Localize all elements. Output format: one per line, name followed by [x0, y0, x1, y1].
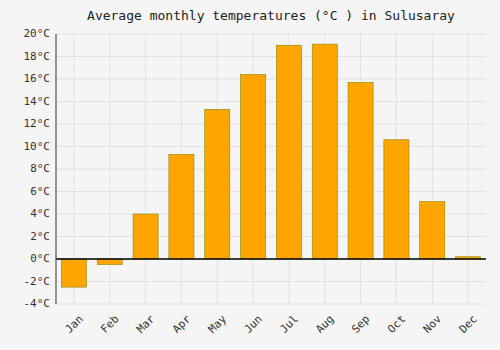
bar — [205, 109, 230, 259]
x-tick-label: Oct — [385, 313, 408, 336]
y-tick-label: 4°C — [30, 207, 50, 220]
bar — [312, 44, 337, 259]
y-tick-label: 20°C — [24, 27, 51, 40]
grid-line-x — [432, 34, 433, 304]
x-tick-label: Mar — [134, 312, 158, 336]
title: Average monthly temperatures (°C ) in Su… — [87, 8, 455, 23]
x-tick-label: Feb — [98, 313, 121, 336]
grid-line — [56, 101, 486, 102]
background — [0, 0, 500, 350]
y-tick-label: 8°C — [30, 162, 50, 175]
x-tick-label: Jan — [62, 313, 85, 336]
grid-line — [56, 56, 486, 57]
x-tick-label: Aug — [313, 313, 336, 336]
y-tick-label: 14°C — [24, 95, 51, 108]
grid — [56, 34, 486, 304]
bar — [276, 45, 301, 259]
zero-line — [56, 258, 486, 260]
bar — [61, 259, 86, 287]
y-tick-label: -4°C — [24, 297, 51, 310]
grid-line — [56, 34, 486, 35]
bar — [420, 202, 445, 259]
bars — [56, 44, 486, 287]
bar — [241, 75, 266, 260]
y-tick-label: 12°C — [24, 117, 51, 130]
y-tick-label: 18°C — [24, 50, 51, 63]
chart: Average monthly temperatures (°C ) in Su… — [0, 0, 500, 350]
y-tick-label: 6°C — [30, 185, 50, 198]
y-tick-label: 2°C — [30, 230, 50, 243]
x-tick-label: May — [206, 312, 230, 336]
y-axis-line — [56, 34, 57, 304]
y-tick-label: 0°C — [30, 252, 50, 265]
x-tick-label: Apr — [170, 312, 194, 336]
grid-line — [56, 79, 486, 80]
grid-line — [56, 281, 486, 282]
grid-line — [56, 169, 486, 170]
x-tick-label: Nov — [421, 312, 445, 336]
x-tick-label: Jul — [277, 313, 300, 336]
grid-line — [56, 191, 486, 192]
bar — [348, 82, 373, 259]
grid-line — [56, 124, 486, 125]
grid-line — [56, 259, 486, 260]
bar — [384, 140, 409, 259]
y-tick-label: 16°C — [24, 72, 51, 85]
y-tick-label: 10°C — [24, 140, 51, 153]
x-tick-label: Sep — [349, 313, 372, 336]
grid-line — [56, 304, 486, 305]
bar — [97, 259, 122, 265]
y-tick-label: -2°C — [24, 275, 51, 288]
x-tick-label: Dec — [457, 313, 480, 336]
x-tick-label: Jun — [242, 313, 265, 336]
grid-line-x — [468, 34, 469, 304]
grid-line-x — [145, 34, 146, 304]
grid-line — [56, 146, 486, 147]
bar — [133, 214, 158, 259]
bar — [169, 154, 194, 259]
